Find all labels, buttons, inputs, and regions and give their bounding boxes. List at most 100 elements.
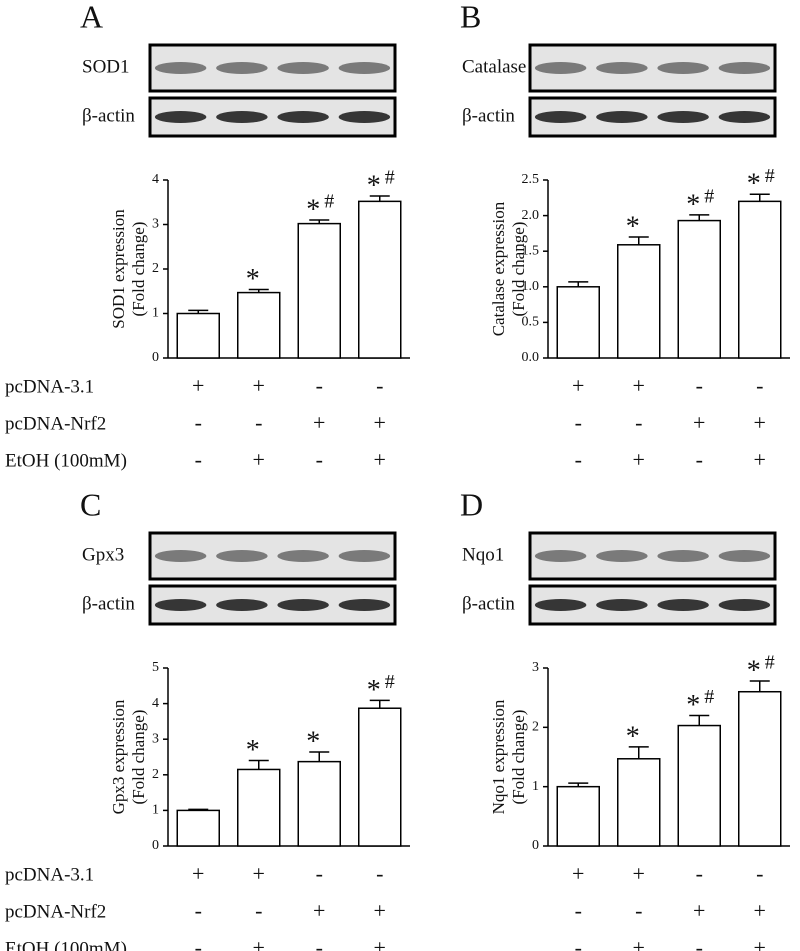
treatment-sign: - xyxy=(696,447,703,472)
treatment-sign: - xyxy=(195,935,202,951)
treatment-sign: - xyxy=(575,935,582,951)
treatment-sign: - xyxy=(575,410,582,435)
blot-band xyxy=(277,550,329,562)
blot-band xyxy=(277,62,329,74)
blot-band xyxy=(154,550,207,562)
blot-band xyxy=(657,62,709,74)
blot-label: Catalase xyxy=(462,56,526,77)
y-tick-label: 1.0 xyxy=(522,279,540,294)
significance-mark: * xyxy=(626,721,640,752)
bar xyxy=(738,690,782,847)
y-tick-label: 2 xyxy=(532,720,539,735)
treatment-sign: - xyxy=(316,447,323,472)
y-tick-label: 1 xyxy=(532,779,539,794)
bar xyxy=(358,707,402,847)
bar xyxy=(617,244,661,359)
treatment-sign: - xyxy=(255,410,262,435)
bar xyxy=(556,785,600,847)
treatment-label: pcDNA-Nrf2 xyxy=(5,901,106,922)
y-tick-label: 0 xyxy=(152,838,159,853)
treatment-sign: + xyxy=(313,898,325,923)
significance-mark: * xyxy=(686,189,700,220)
blot-band xyxy=(596,62,648,74)
blot-band xyxy=(277,111,329,123)
treatment-sign: + xyxy=(572,861,584,886)
treatment-sign: + xyxy=(253,447,265,472)
y-tick-label: 4 xyxy=(152,172,159,187)
y-tick-label: 3 xyxy=(152,731,159,746)
treatment-sign: - xyxy=(195,447,202,472)
blot-band xyxy=(718,111,771,123)
y-tick-label: 0.5 xyxy=(522,315,540,330)
blot-band xyxy=(657,599,709,611)
treatment-sign: + xyxy=(633,373,645,398)
treatment-sign: - xyxy=(756,861,763,886)
significance-mark: # xyxy=(385,671,395,693)
blot-band xyxy=(718,62,771,74)
significance-mark: * xyxy=(686,690,700,721)
treatment-sign: - xyxy=(316,935,323,951)
treatment-sign: - xyxy=(635,410,642,435)
blot-band xyxy=(534,550,587,562)
treatment-sign: + xyxy=(192,861,204,886)
significance-mark: * xyxy=(367,170,381,201)
blot-band xyxy=(338,550,391,562)
blot-band xyxy=(596,111,648,123)
treatment-sign: + xyxy=(192,373,204,398)
significance-mark: # xyxy=(385,167,395,189)
treatment-label: pcDNA-Nrf2 xyxy=(5,413,106,434)
blot-band xyxy=(534,111,587,123)
significance-mark: # xyxy=(765,165,775,187)
y-tick-label: 1 xyxy=(152,306,159,321)
significance-mark: * xyxy=(626,211,640,242)
blot-band xyxy=(154,62,207,74)
treatment-sign: - xyxy=(195,898,202,923)
significance-mark: * xyxy=(246,264,260,295)
treatment-sign: + xyxy=(253,373,265,398)
treatment-sign: + xyxy=(374,898,386,923)
bar xyxy=(617,758,661,847)
blot-band xyxy=(154,599,207,611)
significance-mark: # xyxy=(324,191,334,213)
panel-letter: B xyxy=(460,0,481,34)
blot-label: β-actin xyxy=(462,593,515,614)
blot-label: β-actin xyxy=(82,593,135,614)
bar xyxy=(176,312,220,359)
significance-mark: * xyxy=(747,169,761,200)
panel-letter: A xyxy=(80,0,103,34)
y-tick-label: 2.0 xyxy=(522,208,540,223)
bar xyxy=(738,200,782,359)
blot-band xyxy=(338,111,391,123)
blot-band xyxy=(216,111,268,123)
blot-label: SOD1 xyxy=(82,56,130,77)
treatment-sign: - xyxy=(316,861,323,886)
bar xyxy=(237,291,281,359)
bar xyxy=(176,809,220,847)
bar xyxy=(677,219,721,359)
y-tick-label: 4 xyxy=(152,696,159,711)
blot-band xyxy=(718,550,771,562)
blot-band xyxy=(534,599,587,611)
bar xyxy=(237,768,281,847)
treatment-sign: + xyxy=(754,447,766,472)
treatment-sign: + xyxy=(693,410,705,435)
treatment-sign: + xyxy=(572,373,584,398)
treatment-sign: + xyxy=(374,410,386,435)
blot-band xyxy=(216,62,268,74)
treatment-sign: - xyxy=(376,861,383,886)
treatment-sign: + xyxy=(374,447,386,472)
significance-mark: * xyxy=(747,655,761,686)
y-axis-label: Gpx3 expression xyxy=(109,699,128,814)
treatment-label: pcDNA-3.1 xyxy=(5,376,94,397)
bar xyxy=(297,760,341,847)
treatment-sign: - xyxy=(756,373,763,398)
treatment-sign: + xyxy=(253,861,265,886)
blot-band xyxy=(718,599,771,611)
treatment-sign: - xyxy=(575,898,582,923)
blot-band xyxy=(657,550,709,562)
treatment-label: pcDNA-3.1 xyxy=(5,864,94,885)
treatment-sign: + xyxy=(633,861,645,886)
treatment-sign: - xyxy=(316,373,323,398)
treatment-sign: + xyxy=(754,410,766,435)
treatment-sign: - xyxy=(635,898,642,923)
